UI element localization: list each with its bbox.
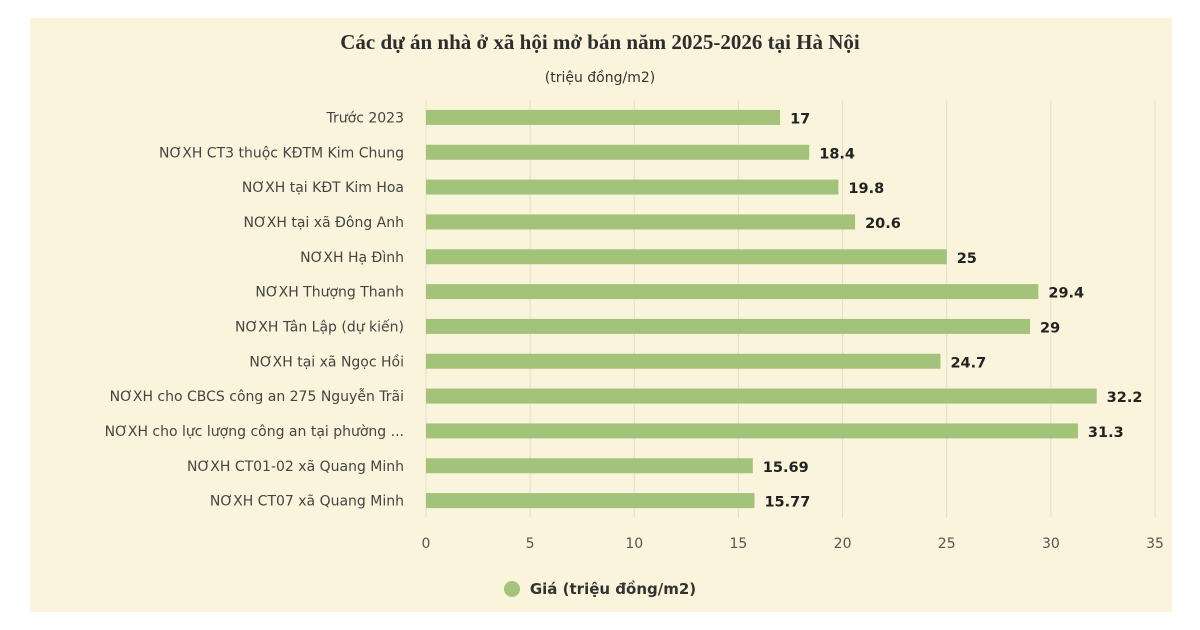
legend: Giá (triệu đồng/m2) (0, 580, 1200, 598)
bar (426, 284, 1039, 300)
legend-marker (503, 581, 520, 597)
x-tick-label: 35 (1146, 536, 1164, 552)
bar (426, 353, 941, 369)
x-tick-label: 5 (526, 536, 535, 552)
bar (426, 388, 1097, 404)
category-label: Trước 2023 (326, 110, 404, 126)
value-label: 25 (957, 251, 977, 267)
x-tick-label: 25 (938, 536, 956, 552)
value-label: 20.6 (865, 216, 901, 232)
x-tick-label: 10 (625, 536, 643, 552)
chart-subtitle: (triệu đồng/m2) (544, 70, 656, 86)
bar (426, 423, 1078, 439)
value-label: 15.69 (763, 460, 809, 476)
category-label: NƠXH Tân Lập (dự kiến) (235, 318, 404, 335)
category-label: NƠXH tại KĐT Kim Hoa (242, 180, 404, 196)
legend-label: Giá (triệu đồng/m2) (529, 580, 697, 598)
x-tick-label: 30 (1042, 536, 1060, 552)
value-label: 18.4 (819, 146, 855, 162)
value-label: 32.2 (1107, 390, 1143, 406)
bar (426, 144, 810, 160)
value-label: 31.3 (1088, 425, 1124, 441)
category-label: NƠXH Hạ Đình (300, 250, 404, 266)
value-label: 17 (790, 111, 810, 127)
bar (426, 109, 781, 125)
chart-title: Các dự án nhà ở xã hội mở bán năm 2025-2… (340, 30, 860, 54)
value-label: 29.4 (1048, 286, 1084, 302)
bar (426, 458, 753, 474)
category-label: NƠXH cho lực lượng công an tại phường ..… (105, 424, 404, 440)
x-tick-label: 15 (730, 536, 748, 552)
category-label: NƠXH tại xã Ngọc Hồi (249, 353, 404, 370)
value-label: 29 (1040, 320, 1060, 336)
bar (426, 214, 856, 230)
category-label: NƠXH Thượng Thanh (255, 285, 404, 301)
bar (426, 493, 755, 509)
category-label: NƠXH CT01-02 xã Quang Minh (187, 459, 404, 475)
bar (426, 179, 839, 195)
x-tick-label: 20 (834, 536, 852, 552)
x-tick-label: 0 (422, 536, 431, 552)
bar (426, 318, 1031, 334)
category-label: NƠXH tại xã Đông Anh (244, 215, 405, 231)
category-label: NƠXH CT3 thuộc KĐTM Kim Chung (159, 145, 404, 161)
value-label: 24.7 (950, 355, 986, 371)
value-label: 15.77 (764, 495, 810, 511)
bar (426, 249, 947, 265)
category-label: NƠXH CT07 xã Quang Minh (210, 494, 404, 510)
category-label: NƠXH cho CBCS công an 275 Nguyễn Trãi (110, 388, 404, 405)
value-label: 19.8 (848, 181, 884, 197)
